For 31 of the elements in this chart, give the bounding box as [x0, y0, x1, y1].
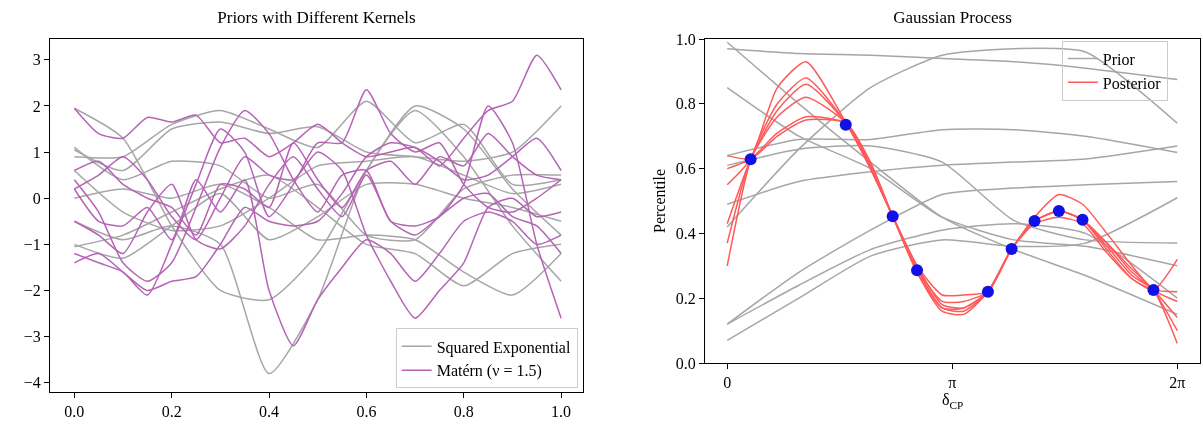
chart-title: Gaussian Process — [893, 7, 1012, 27]
x-tick-label: 0.2 — [161, 403, 182, 421]
legend-label: Matérn (ν = 1.5) — [436, 362, 542, 381]
y-tick-label: −4 — [23, 374, 41, 392]
y-tick-label: 0.6 — [675, 160, 696, 178]
y-tick-label: 0.4 — [675, 225, 696, 242]
legend-label: Squared Exponential — [436, 338, 571, 357]
x-tick-label: 0.8 — [453, 403, 474, 421]
x-tick-label: 0.6 — [356, 403, 377, 421]
x-tick-label: 2π — [1169, 374, 1186, 392]
y-tick-label: −1 — [23, 235, 41, 253]
x-tick-label: 0.4 — [259, 403, 280, 421]
x-tick-label: 0.0 — [64, 403, 85, 421]
y-tick-label: −3 — [23, 328, 41, 346]
y-tick-label: −2 — [23, 282, 41, 300]
x-tick-label: 1.0 — [551, 403, 572, 421]
chart-title: Priors with Different Kernels — [217, 7, 416, 27]
x-tick-label: 0 — [723, 374, 732, 392]
legend-label: Posterior — [1102, 74, 1162, 92]
y-tick-label: 0.0 — [675, 354, 696, 372]
y-tick-label: 0.2 — [675, 289, 696, 307]
y-tick-label: 0.8 — [675, 95, 696, 113]
y-tick-label: 2 — [32, 97, 41, 115]
y-tick-label: 1 — [32, 143, 41, 161]
y-tick-label: 3 — [32, 51, 41, 69]
y-tick-label: 0 — [32, 189, 41, 207]
x-axis-title: δ$_{CP}$ — [941, 391, 964, 411]
y-tick-label: 1.0 — [675, 30, 696, 48]
x-tick-label: π — [948, 374, 957, 392]
legend-label: Prior — [1102, 50, 1136, 68]
y-axis-title: Percentile — [650, 169, 668, 233]
